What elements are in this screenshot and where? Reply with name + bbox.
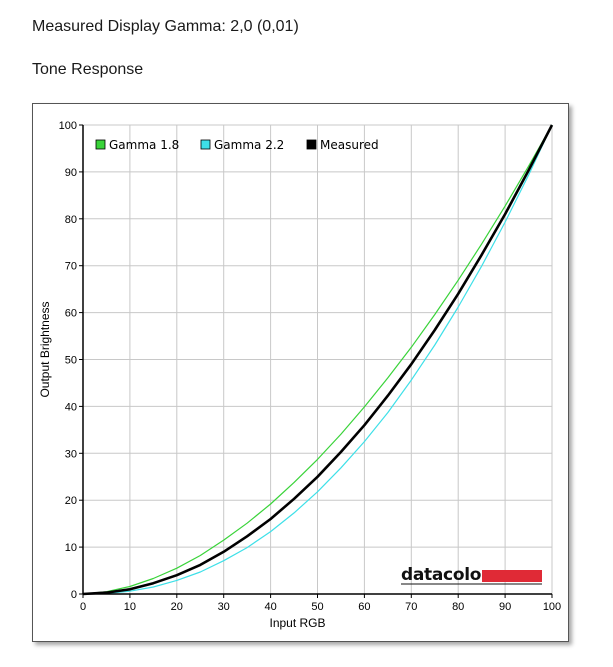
datacolor-logo-bar: [482, 570, 542, 582]
x-tick-label: 0: [80, 601, 86, 613]
legend-swatch: [200, 139, 211, 150]
tone-response-chart: 0 10 20 30 40 50 60 70 80 90 100 0 10 20 30 40 50 60 70 80 9…: [32, 103, 569, 642]
datacolor-logo: datacolor: [401, 565, 490, 585]
y-tick-label: 10: [65, 542, 77, 554]
legend-swatch: [306, 139, 317, 150]
series-line-gamma-2-2: [82, 124, 553, 595]
y-tick-label: 40: [65, 401, 77, 413]
x-tick-label: 50: [311, 601, 323, 613]
x-tick-label: 60: [358, 601, 370, 613]
y-tick-label: 70: [65, 261, 77, 273]
x-tick-label: 20: [171, 601, 183, 613]
y-tick-label: 100: [59, 120, 77, 132]
y-tick-label: 90: [65, 167, 77, 179]
tone-response-heading: Tone Response: [32, 61, 144, 78]
y-tick-label: 60: [65, 308, 77, 320]
legend-label: Gamma 2.2: [214, 138, 284, 152]
x-tick-label: 90: [499, 601, 511, 613]
measured-gamma-heading: Measured Display Gamma: 2,0 (0,01): [32, 18, 299, 35]
y-axis-title: Output Brightness: [38, 301, 52, 397]
series-line-measured: [82, 124, 554, 596]
x-axis-title: Input RGB: [269, 616, 325, 630]
series-line-gamma-1-8: [82, 124, 553, 595]
x-tick-label: 100: [543, 601, 561, 613]
x-tick-label: 10: [124, 601, 136, 613]
x-tick-label: 40: [264, 601, 276, 613]
y-tick-label: 20: [65, 495, 77, 507]
x-tick-label: 70: [405, 601, 417, 613]
y-tick-label: 30: [65, 448, 77, 460]
chart-svg: 0 10 20 30 40 50 60 70 80 90 100 0 10 20 30 40 50 60 70 80 9…: [38, 120, 561, 630]
legend-swatch: [95, 139, 106, 150]
x-tick-label: 80: [452, 601, 464, 613]
legend-label: Measured: [320, 138, 379, 152]
y-tick-label: 0: [71, 589, 77, 601]
y-tick-label: 80: [65, 214, 77, 226]
y-tick-label: 50: [65, 355, 77, 367]
legend-label: Gamma 1.8: [109, 138, 179, 152]
x-tick-label: 30: [218, 601, 230, 613]
